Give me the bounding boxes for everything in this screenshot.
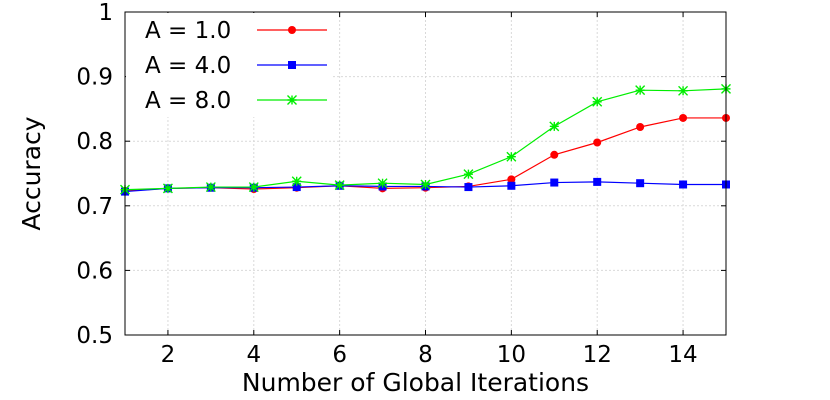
x-tick-label: 4 [246, 342, 261, 368]
data-point [593, 138, 602, 147]
x-axis-label: Number of Global Iterations [242, 368, 589, 397]
data-point [550, 178, 559, 187]
y-tick-label: 0.5 [76, 323, 113, 349]
data-point [678, 85, 689, 96]
x-tick-label: 8 [418, 342, 433, 368]
data-point [288, 61, 296, 69]
x-tick-label: 12 [583, 342, 612, 368]
data-point [593, 177, 602, 186]
data-point [549, 121, 560, 132]
legend-label: A = 4.0 [145, 53, 231, 79]
data-point [636, 179, 645, 188]
legend: A = 1.0 A = 4.0 A = 8.0 [145, 18, 327, 114]
y-tick-label: 0.9 [76, 65, 113, 91]
data-point [288, 26, 296, 34]
data-point [162, 183, 173, 194]
data-point [507, 175, 516, 184]
data-point [636, 122, 645, 131]
x-tick-label: 10 [497, 342, 526, 368]
legend-item: A = 4.0 [145, 53, 327, 79]
y-tick-label: 1 [98, 0, 113, 26]
x-tick-label: 2 [161, 342, 176, 368]
data-point [377, 178, 388, 189]
legend-item: A = 1.0 [145, 18, 327, 44]
data-point [506, 151, 517, 162]
data-point [679, 113, 688, 122]
y-axis-label: Accuracy [17, 116, 46, 230]
plot-frame [124, 11, 727, 336]
series-lines [120, 83, 731, 196]
data-point [507, 181, 516, 190]
data-point [292, 183, 301, 192]
data-point [205, 182, 216, 193]
y-tick-label: 0.6 [76, 258, 113, 284]
y-tick-label: 0.8 [76, 129, 113, 155]
data-point [334, 180, 345, 191]
y-tick-label: 0.7 [76, 194, 113, 220]
data-point [679, 180, 688, 189]
legend-item: A = 8.0 [145, 88, 327, 114]
data-point [464, 183, 473, 192]
data-point [287, 95, 297, 105]
data-point [420, 179, 431, 190]
data-point [592, 96, 603, 107]
data-point [248, 182, 259, 193]
y-axis-ticks: 0.5 0.6 0.7 0.8 0.9 1 [76, 0, 726, 349]
x-tick-label: 14 [668, 342, 697, 368]
x-axis-ticks: 2 4 6 8 10 12 14 [161, 12, 698, 368]
data-point [635, 85, 646, 96]
legend-label: A = 1.0 [145, 18, 231, 44]
legend-label: A = 8.0 [145, 88, 231, 114]
data-point [463, 169, 474, 180]
data-point [291, 176, 302, 187]
x-tick-label: 6 [332, 342, 347, 368]
data-point [550, 150, 559, 159]
